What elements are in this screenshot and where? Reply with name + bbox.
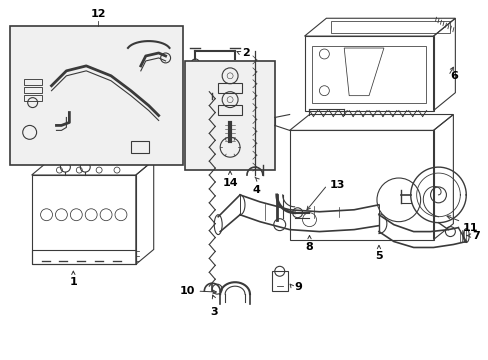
Text: 11: 11	[461, 222, 477, 233]
Bar	[10, 26, 183, 165]
Text: 1: 1	[69, 277, 77, 287]
Text: 4: 4	[252, 185, 260, 195]
Text: 5: 5	[374, 251, 382, 261]
Text: 7: 7	[471, 230, 479, 240]
Bar	[271, 271, 287, 291]
Bar	[131, 141, 148, 153]
Text: 3: 3	[210, 307, 218, 317]
Text: 14: 14	[222, 178, 238, 188]
Text: 2: 2	[242, 48, 249, 58]
Text: 9: 9	[294, 282, 302, 292]
Text: 10: 10	[180, 286, 195, 296]
Text: 6: 6	[449, 71, 457, 81]
Bar	[24, 87, 41, 93]
Text: 8: 8	[305, 242, 313, 252]
Bar	[218, 105, 242, 114]
Text: 12: 12	[90, 9, 106, 19]
Bar	[24, 79, 41, 85]
Bar	[218, 83, 242, 93]
Bar	[185, 61, 274, 170]
Text: 13: 13	[328, 180, 344, 190]
Bar	[24, 95, 41, 100]
